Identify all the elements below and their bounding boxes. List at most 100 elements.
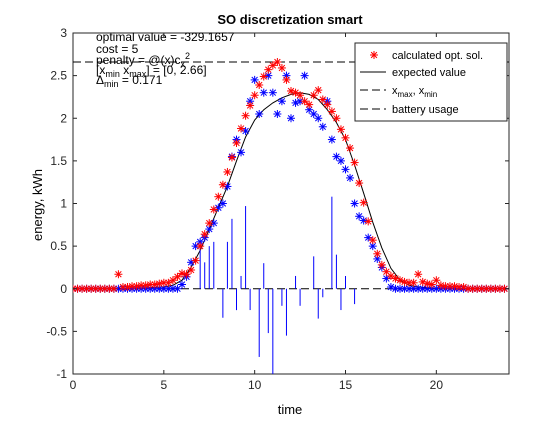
- data-point: [332, 114, 341, 123]
- annotation-line: optimal value = -329.1657: [96, 30, 235, 44]
- x-axis-label: time: [278, 402, 303, 417]
- data-point: [350, 199, 359, 208]
- y-tick-label: 0: [60, 282, 67, 296]
- annotation-text: x: [120, 63, 129, 77]
- legend-label: expected value: [392, 67, 466, 79]
- annotation-text: = 0.171: [119, 73, 163, 87]
- data-point: [196, 242, 205, 251]
- legend-label: calculated opt. sol.: [392, 50, 483, 62]
- data-point: [336, 156, 345, 165]
- data-point: [237, 124, 246, 133]
- data-point: [359, 198, 368, 207]
- x-tick-label: 15: [339, 378, 353, 392]
- data-point: [341, 165, 350, 174]
- data-point: [223, 167, 232, 176]
- data-point: [178, 280, 186, 289]
- data-point: [173, 272, 182, 281]
- data-point: [318, 122, 327, 131]
- y-tick-label: -1: [56, 367, 67, 381]
- data-point: [327, 135, 336, 144]
- legend: calculated opt. sol. expected value xmax, …: [354, 42, 508, 122]
- data-point: [314, 114, 323, 123]
- annotation-text: x: [181, 59, 186, 69]
- data-point: [223, 182, 232, 191]
- data-point: [364, 217, 373, 226]
- data-point: [255, 109, 264, 118]
- annotation-text: [x: [96, 63, 105, 77]
- x-tick-label: 0: [70, 378, 77, 392]
- data-point: [205, 219, 214, 228]
- annotation-text: 2: [185, 51, 190, 61]
- data-point: [373, 254, 382, 263]
- data-point: [432, 276, 441, 285]
- data-point: [200, 230, 209, 239]
- legend-marker: [370, 51, 378, 59]
- data-point: [227, 153, 236, 162]
- legend-label-part: max: [398, 90, 413, 99]
- y-tick-label: -0.5: [46, 324, 67, 338]
- annotation-line: [xmin xmax] = [0, 2.66]: [96, 63, 207, 79]
- data-point: [259, 72, 268, 81]
- legend-label-part: , x: [413, 85, 425, 97]
- data-point: [327, 107, 336, 116]
- data-point: [259, 88, 268, 97]
- annotation-text: min: [105, 69, 120, 79]
- data-point: [341, 133, 350, 142]
- ticks: 0 5 10 15 20 -1 -0.5 0 0.5 1 1.5 2 2.5 3: [46, 26, 509, 392]
- annotation-line: Δmin = 0.171: [96, 73, 163, 89]
- legend-label: battery usage: [392, 104, 459, 116]
- annotation-text: penalty = @(x)c: [96, 53, 181, 67]
- data-point: [314, 86, 323, 95]
- data-point: [300, 71, 309, 80]
- data-point: [268, 61, 277, 70]
- data-point: [277, 97, 286, 106]
- data-point: [273, 109, 282, 118]
- data-point: [368, 236, 377, 245]
- y-tick-label: 1.5: [50, 154, 67, 168]
- data-point: [291, 88, 300, 97]
- annotation-text: ] = [0, 2.66]: [146, 63, 206, 77]
- data-point: [323, 100, 332, 109]
- legend-label-part: x: [392, 85, 398, 97]
- data-point: [232, 138, 241, 147]
- data-point: [282, 75, 291, 84]
- data-point: [250, 91, 259, 100]
- data-layer: [73, 57, 509, 374]
- y-tick-label: 1: [60, 197, 67, 211]
- y-tick-label: 3: [60, 26, 67, 40]
- data-point: [109, 284, 118, 293]
- data-point: [255, 81, 264, 90]
- y-axis-label: energy, kWh: [30, 169, 45, 241]
- data-point: [373, 249, 382, 258]
- data-point: [305, 100, 314, 109]
- y-tick-label: 2: [60, 111, 67, 125]
- legend-label-part: min: [424, 90, 437, 99]
- data-point: [268, 88, 277, 97]
- annotation-line: cost = 5: [96, 42, 139, 56]
- data-point: [277, 63, 286, 72]
- y-tick-label: 0.5: [50, 239, 67, 253]
- data-point: [246, 101, 255, 110]
- data-point: [114, 270, 123, 279]
- annotation-text: max: [129, 69, 147, 79]
- x-tick-label: 5: [160, 378, 167, 392]
- legend-box: [354, 42, 508, 122]
- data-point: [300, 97, 309, 106]
- x-tick-label: 10: [248, 378, 262, 392]
- data-point: [409, 278, 418, 287]
- data-point: [309, 91, 318, 100]
- data-point: [296, 91, 305, 100]
- x-tick-label: 20: [430, 378, 444, 392]
- annotation-line: penalty = @(x)cx2: [96, 51, 190, 69]
- data-point: [173, 284, 182, 293]
- data-point: [218, 199, 227, 208]
- annotation-text: cost = 5: [96, 42, 139, 56]
- annotation-text: optimal value = -329.1657: [96, 30, 235, 44]
- data-point: [191, 256, 200, 265]
- data-point: [187, 265, 196, 274]
- data-point: [241, 111, 250, 120]
- data-point: [459, 283, 468, 292]
